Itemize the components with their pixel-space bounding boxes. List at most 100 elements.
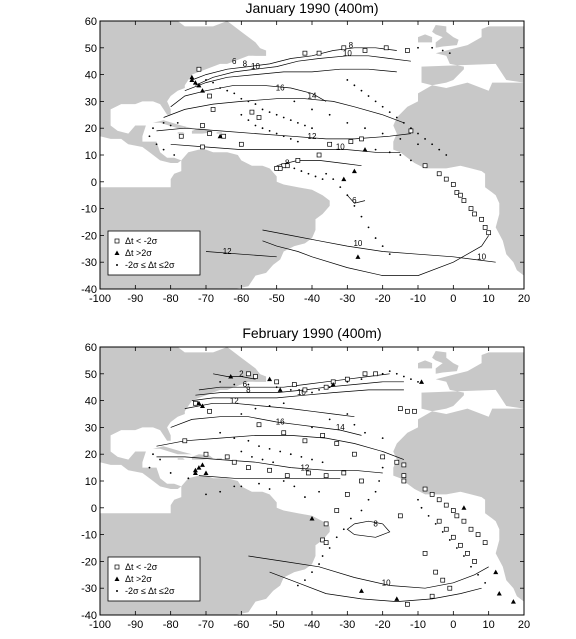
obs-dot-marker <box>417 132 419 135</box>
panel-title-january: January 1990 (400m) <box>245 0 379 16</box>
obs-dot-marker <box>187 477 190 480</box>
obs-square-marker <box>200 123 205 128</box>
land-greenland <box>259 16 376 21</box>
y-tick-label: 10 <box>85 150 97 162</box>
x-tick-label: 0 <box>450 293 456 305</box>
obs-square-marker <box>429 492 435 497</box>
legend: Δt < -2σ Δt >2σ -2σ ≤ Δt ≤2σ <box>107 230 201 276</box>
obs-dot-marker <box>367 226 370 229</box>
obs-dot-marker <box>342 528 345 531</box>
x-tick-label: 20 <box>518 293 530 305</box>
land-newfoundland <box>244 43 267 56</box>
obs-dot-marker <box>381 132 384 135</box>
obs-dot-marker <box>417 380 419 383</box>
legend-label: -2σ ≤ Δt ≤2σ <box>125 260 175 270</box>
obs-triangle-marker <box>355 254 361 259</box>
obs-triangle-marker <box>362 147 368 152</box>
x-tick-label: -80 <box>163 293 179 305</box>
obs-dot-marker <box>325 172 328 175</box>
y-tick-label: 30 <box>85 96 97 108</box>
obs-square-marker <box>291 382 297 387</box>
panel-title-february: February 1990 (400m) <box>242 325 382 341</box>
x-tick-label: -60 <box>233 619 249 631</box>
obs-dot-marker <box>328 113 331 116</box>
y-tick-label: 60 <box>85 16 97 28</box>
obs-dot-marker <box>205 79 207 81</box>
obs-square-marker <box>397 513 403 519</box>
legend-dot-icon <box>116 590 118 592</box>
contour-label: 6 <box>232 57 237 66</box>
obs-square-marker <box>316 152 322 158</box>
isotherm-line <box>276 160 362 167</box>
obs-square-marker <box>380 454 386 460</box>
obs-square-marker <box>352 451 357 457</box>
obs-dot-marker <box>360 509 363 512</box>
obs-triangle-marker <box>496 591 502 596</box>
contour-label: 12 <box>300 463 309 472</box>
isotherm-line <box>170 84 327 108</box>
obs-square-marker <box>454 190 460 195</box>
obs-dot-marker <box>268 447 271 450</box>
obs-dot-marker <box>399 154 402 156</box>
obs-dot-marker <box>240 97 243 100</box>
obs-square-marker <box>422 551 428 556</box>
obs-dot-marker <box>417 46 419 49</box>
obs-square-marker <box>401 478 407 484</box>
legend-label: Δt >2σ <box>125 248 152 258</box>
obs-triangle-marker <box>394 596 400 601</box>
obs-dot-marker <box>417 498 419 501</box>
x-tick-label: -30 <box>339 619 355 631</box>
x-tick-label: -20 <box>375 293 391 305</box>
obs-square-marker <box>320 537 325 543</box>
obs-square-marker <box>207 93 212 99</box>
obs-dot-marker <box>328 418 331 421</box>
obs-square-marker <box>281 430 287 436</box>
obs-dot-marker <box>378 480 381 482</box>
obs-square-marker <box>383 45 389 51</box>
obs-dot-marker <box>328 547 331 549</box>
obs-square-marker <box>458 542 463 548</box>
obs-square-marker <box>341 470 347 476</box>
y-tick-label: 60 <box>85 342 97 354</box>
obs-dot-marker <box>388 151 391 154</box>
obs-triangle-marker <box>358 588 364 593</box>
obs-dot-marker <box>268 129 271 132</box>
obs-dot-marker <box>251 455 253 458</box>
obs-square-marker <box>468 526 474 532</box>
obs-square-marker <box>475 532 481 537</box>
isotherm-line <box>213 373 256 380</box>
obs-square-marker <box>196 66 202 72</box>
obs-dot-marker <box>431 143 434 146</box>
x-tick-label: -80 <box>163 619 179 631</box>
contour-label: 8 <box>373 520 378 529</box>
obs-dot-marker <box>388 370 391 373</box>
obs-dot-marker <box>226 89 229 92</box>
obs-dot-marker <box>349 517 352 520</box>
obs-dot-marker <box>328 386 331 389</box>
x-tick-label: -60 <box>233 293 249 305</box>
obs-dot-marker <box>282 116 285 119</box>
y-tick-label: 10 <box>85 476 97 488</box>
contour-label: 8 <box>349 41 354 50</box>
y-tick-label: -30 <box>81 583 97 595</box>
obs-dot-marker <box>455 547 458 549</box>
obs-dot-marker <box>360 215 363 218</box>
obs-triangle-marker <box>192 470 198 475</box>
obs-dot-marker <box>374 237 377 239</box>
obs-dot-marker <box>152 453 154 456</box>
obs-square-marker <box>436 518 442 524</box>
contour-label: 6 <box>352 196 357 205</box>
obs-dot-marker <box>335 536 338 539</box>
obs-square-marker <box>373 371 378 377</box>
obs-triangle-marker <box>192 80 198 85</box>
obs-dot-marker <box>261 458 264 461</box>
obs-dot-marker <box>321 555 324 557</box>
obs-dot-marker <box>296 140 299 143</box>
obs-square-marker <box>397 406 403 411</box>
obs-square-marker <box>182 438 188 444</box>
obs-dot-marker <box>254 407 257 410</box>
obs-square-marker <box>281 163 287 169</box>
obs-square-marker <box>472 211 477 217</box>
obs-triangle-marker <box>199 462 205 467</box>
